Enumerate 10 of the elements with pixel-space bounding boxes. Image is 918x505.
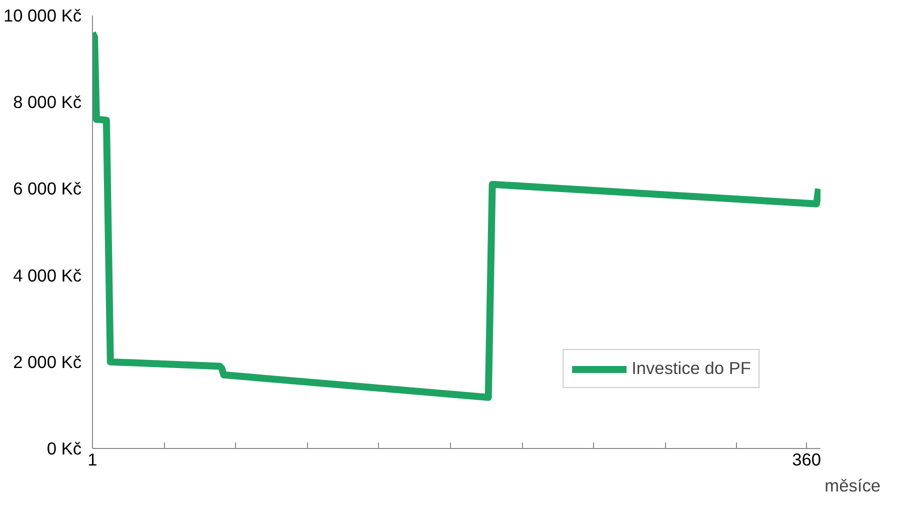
y-tick-label: 4 000 Kč	[13, 265, 82, 286]
y-tick-label: 2 000 Kč	[13, 352, 82, 372]
y-tick-label: 0 Kč	[46, 438, 82, 458]
x-tick-label: 1	[88, 450, 98, 470]
legend-label: Investice do PF	[632, 358, 751, 379]
x-tick-label: 360	[792, 450, 822, 470]
y-tick-label: 10 000 Kč	[3, 6, 82, 26]
y-tick-label: 6 000 Kč	[13, 178, 82, 199]
y-tick-label: 8 000 Kč	[13, 92, 82, 112]
x-axis-title: měsíce	[824, 476, 881, 496]
